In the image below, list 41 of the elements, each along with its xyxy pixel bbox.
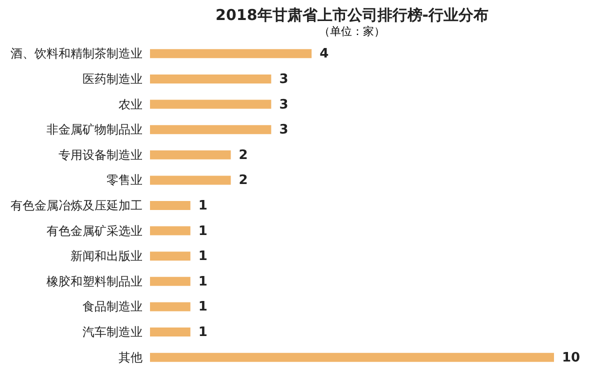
data-label: 3 xyxy=(279,97,288,112)
data-label: 3 xyxy=(279,72,288,87)
y-tick-label: 有色金属冶炼及压延加工 xyxy=(10,198,142,212)
chart-subtitle: （单位：家） xyxy=(319,25,385,38)
y-tick-label: 零售业 xyxy=(106,173,142,188)
data-label: 1 xyxy=(198,224,208,239)
y-tick-label: 专用设备制造业 xyxy=(58,148,142,162)
y-tick-label: 酒、饮料和精制茶制造业 xyxy=(10,46,142,61)
y-tick-label: 食品制造业 xyxy=(82,300,142,314)
y-tick-label: 新闻和出版业 xyxy=(70,249,142,264)
bar xyxy=(150,176,231,185)
data-label: 3 xyxy=(279,122,288,138)
bar xyxy=(150,49,312,58)
bar xyxy=(150,74,272,84)
data-label: 1 xyxy=(198,198,208,214)
bar xyxy=(150,276,190,286)
data-label: 1 xyxy=(198,274,208,290)
data-label: 2 xyxy=(238,148,248,163)
data-label: 1 xyxy=(198,325,208,340)
bar xyxy=(150,302,190,312)
data-label: 1 xyxy=(198,300,208,315)
chart-title: 2018年甘肃省上市公司排行榜-行业分布 xyxy=(216,6,488,24)
data-label: 4 xyxy=(320,46,329,62)
y-tick-label: 医药制造业 xyxy=(82,72,142,86)
data-label: 2 xyxy=(238,173,248,188)
y-tick-label: 橡胶和塑料制品业 xyxy=(46,274,142,288)
bar xyxy=(150,352,554,362)
bar xyxy=(150,150,231,160)
bar xyxy=(150,252,190,261)
data-label: 10 xyxy=(562,350,580,366)
bar xyxy=(150,226,190,236)
y-tick-label: 汽车制造业 xyxy=(82,325,142,340)
bar xyxy=(150,100,272,109)
y-tick-label: 其他 xyxy=(118,350,142,364)
y-tick-label: 非金属矿物制品业 xyxy=(46,122,142,137)
bar xyxy=(150,125,272,134)
bar xyxy=(150,328,190,337)
y-tick-label: 有色金属矿采选业 xyxy=(46,224,142,238)
y-tick-label: 农业 xyxy=(118,97,142,112)
bar xyxy=(150,201,190,210)
data-label: 1 xyxy=(198,249,208,264)
